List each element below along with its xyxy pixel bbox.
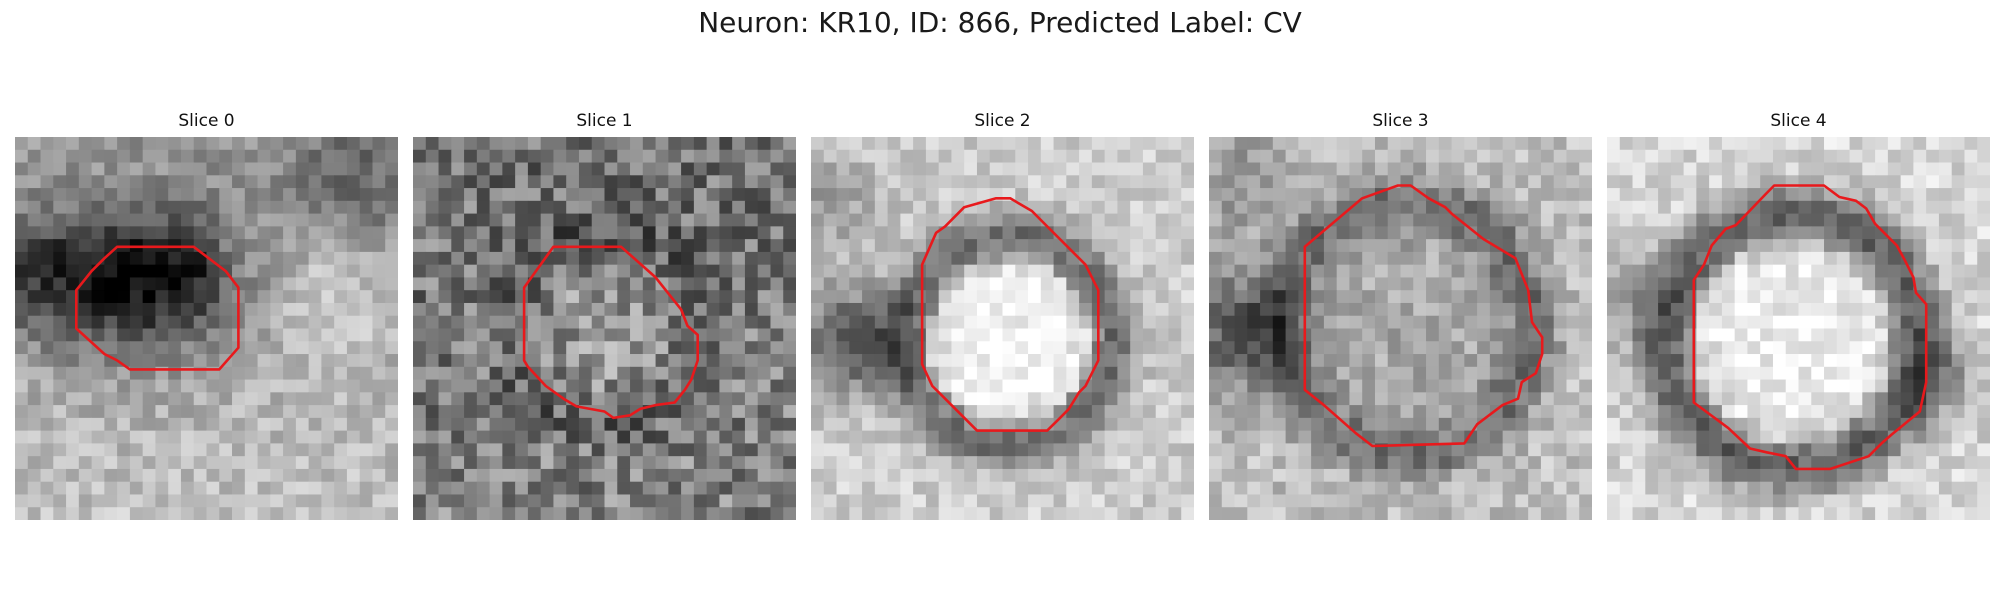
slice-title-2: Slice 2 bbox=[974, 111, 1031, 131]
slice-image-3 bbox=[1209, 137, 1592, 520]
slice-image-1 bbox=[413, 137, 796, 520]
slice-panel-3: Slice 3 bbox=[1209, 110, 1592, 520]
slice-panel-2: Slice 2 bbox=[811, 110, 1194, 520]
segmentation-contour bbox=[1303, 184, 1544, 448]
pixel-grid bbox=[413, 137, 796, 520]
pixel-grid bbox=[15, 137, 398, 520]
segmentation-contour bbox=[74, 245, 240, 371]
pixel-grid bbox=[1607, 137, 1990, 520]
slice-title-0: Slice 0 bbox=[178, 111, 235, 131]
segmentation-contour bbox=[522, 245, 700, 420]
slice-title-3: Slice 3 bbox=[1372, 111, 1429, 131]
segmentation-contour bbox=[920, 196, 1100, 432]
slice-panel-4: Slice 4 bbox=[1607, 110, 1990, 520]
slice-title-4: Slice 4 bbox=[1770, 111, 1827, 131]
slice-panel-0: Slice 0 bbox=[15, 110, 398, 520]
segmentation-contour bbox=[1692, 184, 1928, 471]
slice-image-0 bbox=[15, 137, 398, 520]
slice-image-2 bbox=[811, 137, 1194, 520]
slice-panel-1: Slice 1 bbox=[413, 110, 796, 520]
slice-title-1: Slice 1 bbox=[576, 111, 633, 131]
pixel-grid bbox=[811, 137, 1194, 520]
pixel-grid bbox=[1209, 137, 1592, 520]
slice-image-4 bbox=[1607, 137, 1990, 520]
figure-title: Neuron: KR10, ID: 866, Predicted Label: … bbox=[698, 6, 1302, 39]
